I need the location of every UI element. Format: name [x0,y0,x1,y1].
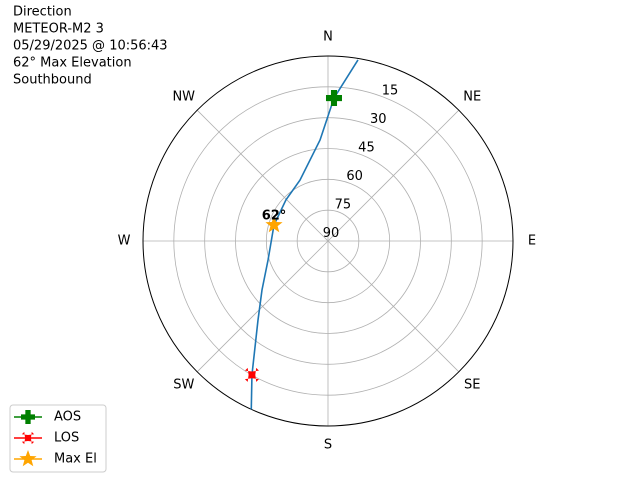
legend-marker [19,450,37,467]
theta-tick-label: W [118,234,131,249]
outer-frame [142,55,514,427]
grid-spoke [327,109,460,242]
theta-tick-label: NW [172,89,195,104]
r-tick-label: 90 [323,226,340,241]
theta-tick-label: E [528,234,536,249]
annotation: 62° [262,209,287,224]
theta-tick-label: SE [464,378,480,393]
grid-spoke [196,109,329,242]
legend-marker [21,431,35,445]
theta-tick-label: S [324,438,332,453]
legend-box [9,404,107,473]
grid-spoke [327,240,460,373]
title-line: 05/29/2025 @ 10:56:43 [13,39,168,54]
marker-star [265,216,283,233]
marker-plus [325,90,342,107]
title-line: Southbound [13,73,92,88]
legend-label: AOS [54,410,81,425]
track-line [250,59,359,410]
title-line: Direction [13,5,72,20]
title-line: 62° Max Elevation [13,56,132,71]
r-tick-label: 75 [335,198,352,213]
r-tick-label: 60 [346,169,363,184]
theta-tick-label: SW [173,378,194,393]
theta-tick-label: NE [463,89,481,104]
r-tick-label: 30 [370,112,387,127]
theta-tick-label: N [323,30,333,45]
grid-spoke [196,240,329,373]
r-tick-label: 45 [358,141,375,156]
r-tick-label: 15 [382,84,399,99]
legend-label: LOS [54,431,79,446]
legend-label: Max El [54,452,97,467]
marker-x [244,367,259,382]
title-line: METEOR-M2 3 [13,22,104,37]
legend-marker [21,410,35,424]
